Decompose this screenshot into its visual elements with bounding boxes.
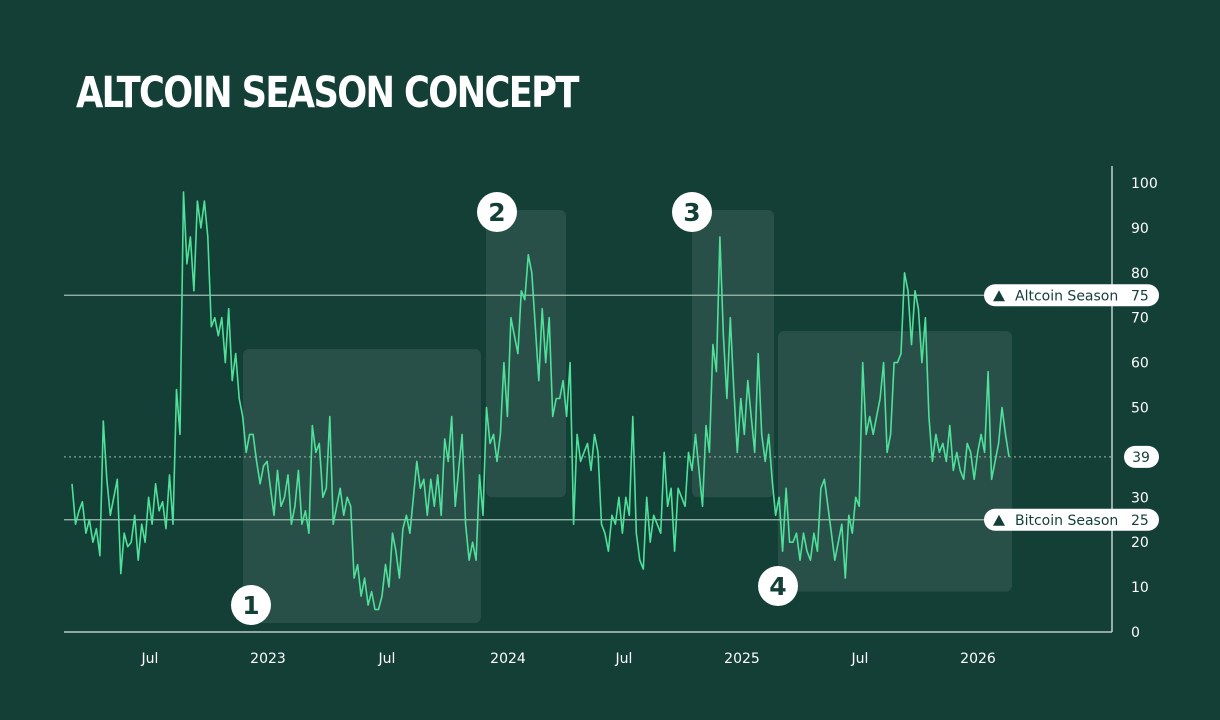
y-tick-label: 60 xyxy=(1131,356,1149,372)
marker-label: 4 xyxy=(769,572,786,601)
x-tick-label: Jul xyxy=(141,651,159,667)
y-tick-label: 100 xyxy=(1131,176,1158,192)
y-tick-label: 10 xyxy=(1131,580,1149,596)
pill-background xyxy=(1124,445,1159,468)
annotation-marker-1: 1 xyxy=(231,585,271,625)
y-tick-label: 80 xyxy=(1131,266,1149,282)
annotation-region-4 xyxy=(778,331,1012,592)
marker-circle xyxy=(758,566,798,606)
marker-label: 3 xyxy=(683,198,700,227)
annotation-region-3 xyxy=(692,209,774,498)
annotation-region-2 xyxy=(486,209,566,498)
triangle-up-icon xyxy=(993,514,1005,526)
chart-title: ALTCOIN SEASON CONCEPT xyxy=(76,68,579,118)
reference-label-pill: Altcoin Season 75 xyxy=(984,284,1159,307)
pill-background xyxy=(984,508,1159,531)
annotation-region-1 xyxy=(243,349,481,624)
x-tick-label: 2025 xyxy=(724,651,760,667)
y-tick-label: 50 xyxy=(1131,401,1149,417)
current-value-text: 39 xyxy=(1132,450,1150,466)
annotation-marker-2: 2 xyxy=(477,192,517,232)
y-tick-label: 70 xyxy=(1131,311,1149,327)
marker-circle xyxy=(672,192,712,232)
x-tick-label: 2024 xyxy=(490,651,526,667)
annotation-marker-4: 4 xyxy=(758,566,798,606)
reference-value-text: 25 xyxy=(1131,513,1149,529)
x-tick-label: 2023 xyxy=(250,651,286,667)
pill-background xyxy=(984,284,1159,307)
reference-label-text: Bitcoin Season xyxy=(1015,513,1118,529)
y-tick-label: 20 xyxy=(1131,535,1149,551)
series-line xyxy=(71,191,1010,611)
annotation-marker-3: 3 xyxy=(672,192,712,232)
y-tick-label: 90 xyxy=(1131,221,1149,237)
marker-label: 1 xyxy=(242,591,259,620)
reference-value-text: 75 xyxy=(1131,288,1149,304)
reference-label-pill: Bitcoin Season 25 xyxy=(984,508,1159,531)
marker-circle xyxy=(477,192,517,232)
x-tick-label: Jul xyxy=(851,651,869,667)
x-tick-label: 2026 xyxy=(960,651,996,667)
marker-circle xyxy=(231,585,271,625)
current-value-pill: 39 xyxy=(1124,445,1159,468)
marker-label: 2 xyxy=(488,198,505,227)
x-tick-label: Jul xyxy=(378,651,396,667)
y-tick-label: 0 xyxy=(1131,625,1140,641)
y-tick-label: 30 xyxy=(1131,490,1149,506)
x-tick-label: Jul xyxy=(615,651,633,667)
triangle-up-icon xyxy=(993,290,1005,302)
reference-label-text: Altcoin Season xyxy=(1015,288,1118,304)
